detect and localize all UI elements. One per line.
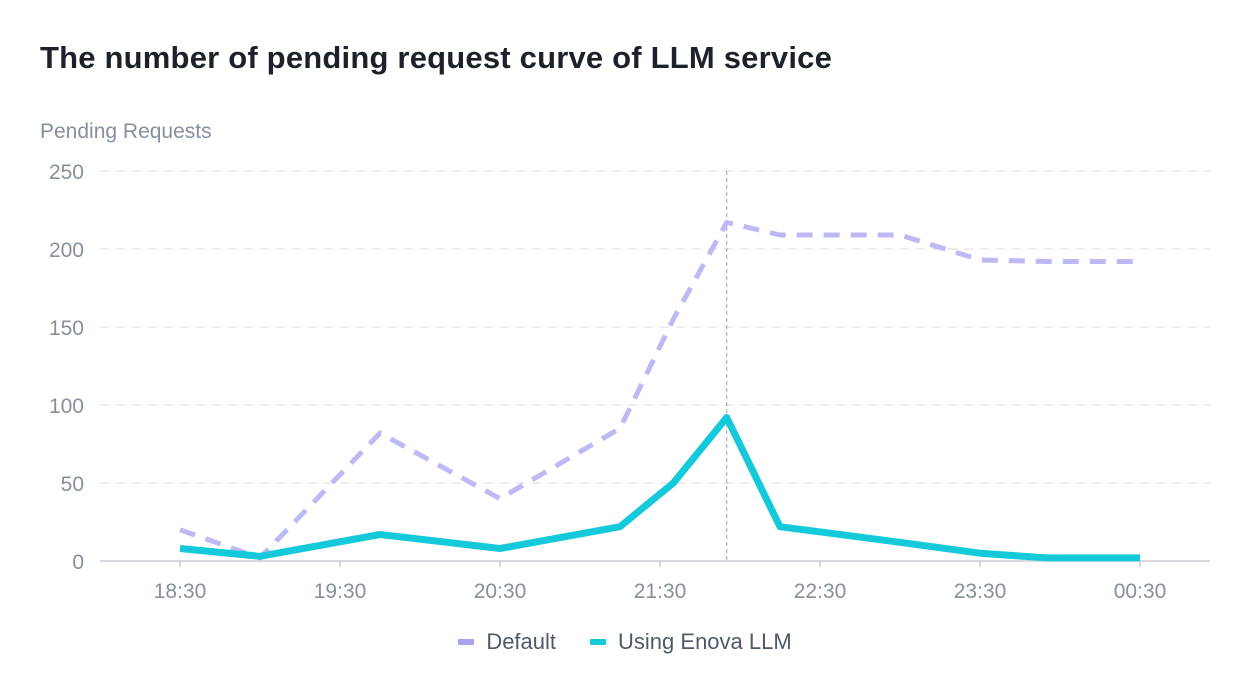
x-tick-label: 23:30	[954, 580, 1007, 603]
series-line-enova	[179, 414, 1140, 562]
x-tick-label: 20:30	[474, 580, 527, 603]
legend-label: Using Enova LLM	[618, 629, 792, 654]
legend: Default Using Enova LLM	[0, 624, 1250, 660]
y-tick-label: 200	[49, 239, 84, 262]
series-line-default	[179, 220, 1140, 561]
x-tick-label: 19:30	[314, 580, 367, 603]
legend-swatch	[458, 639, 475, 645]
x-tick-label: 18:30	[154, 580, 207, 603]
y-tick-label: 150	[49, 317, 84, 340]
y-axis-label: Pending Requests	[40, 120, 212, 143]
y-tick-label: 0	[72, 551, 84, 574]
x-tick-label: 22:30	[794, 580, 847, 603]
y-tick-label: 250	[49, 161, 84, 184]
legend-item-default[interactable]: Default	[458, 629, 556, 655]
chart-title: The number of pending request curve of L…	[40, 40, 833, 75]
legend-label: Default	[486, 629, 557, 654]
x-tick-label: 21:30	[634, 580, 687, 603]
y-tick-label: 100	[49, 395, 84, 418]
line-chart: Pending Requests 250 200 150 100 50 0 18:30 19…	[40, 120, 1210, 603]
y-tick-label: 50	[61, 473, 84, 496]
x-tick-label: 00:30	[1114, 580, 1167, 603]
legend-item-enova[interactable]: Using Enova LLM	[590, 629, 792, 655]
legend-swatch	[590, 639, 607, 645]
